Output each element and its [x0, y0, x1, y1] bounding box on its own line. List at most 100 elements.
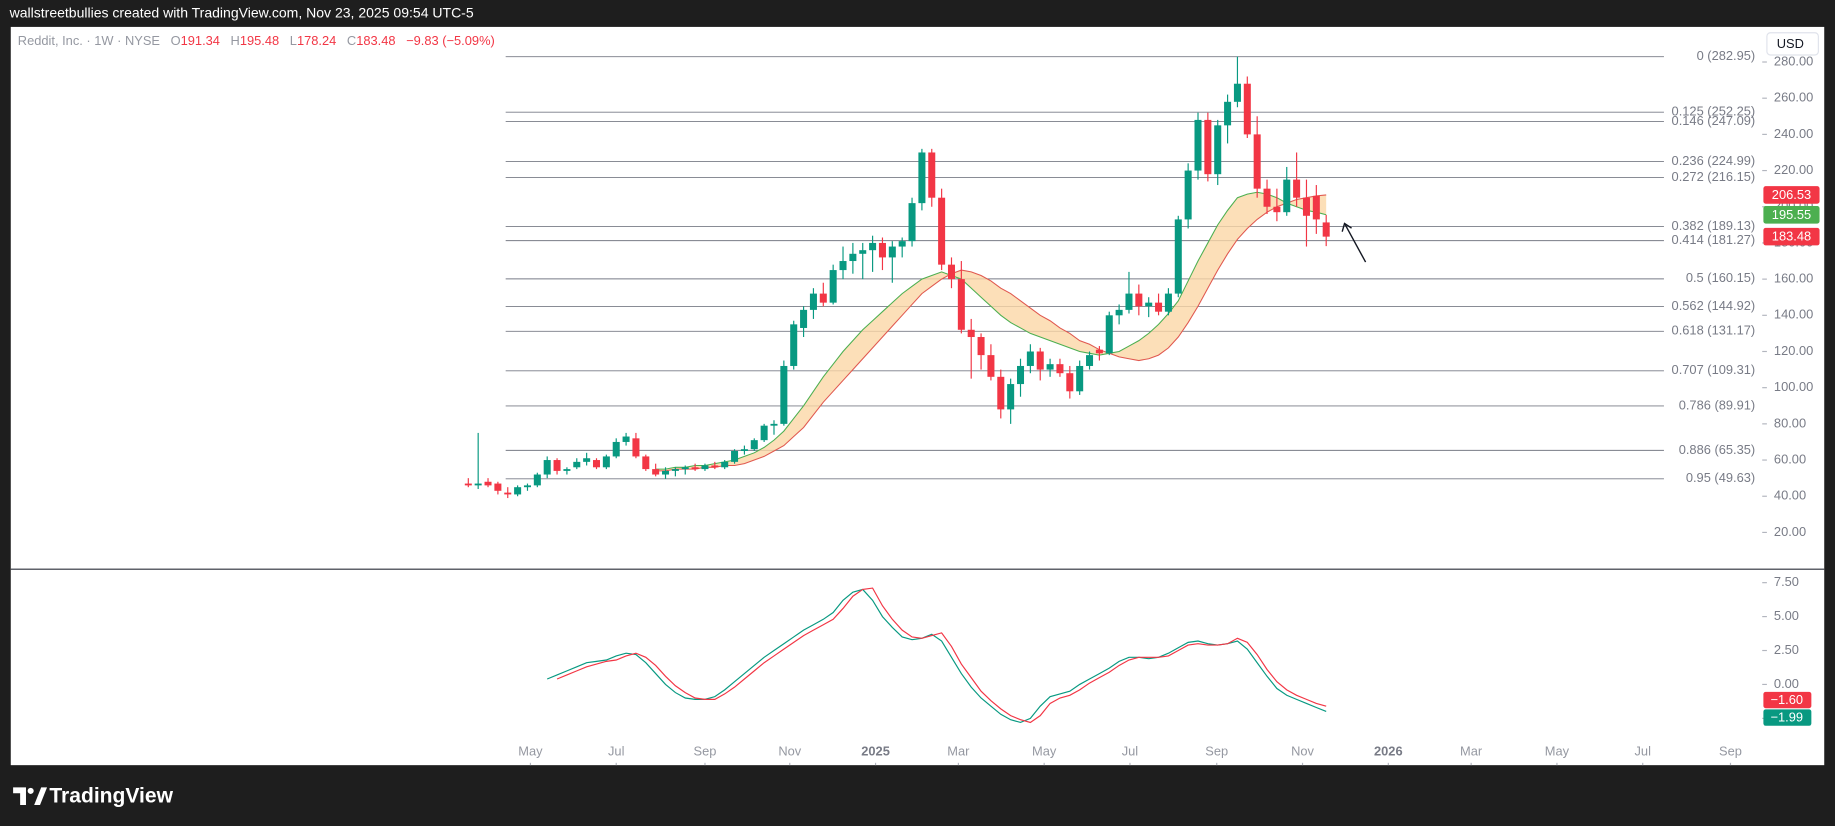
header-text: wallstreetbullies created with TradingVi… [9, 5, 474, 21]
candle-body [1135, 293, 1143, 307]
candle-body [819, 293, 827, 303]
value-badge-label: −1.60 [1771, 692, 1804, 707]
candle-body [780, 365, 788, 424]
candle-body [849, 253, 857, 262]
ohlc-key: C [347, 34, 356, 49]
candle-body [494, 483, 502, 491]
candle-body [612, 441, 620, 457]
annotation-arrow [1341, 222, 1367, 263]
y-tick-label: 40.00 [1774, 488, 1806, 503]
fib-label: 0.236 (224.99) [1672, 153, 1756, 168]
price-pane: 20.00 40.00 60.00 80.00 100.00 120.00 140.00 16… [464, 48, 1820, 766]
fib-label: 0.414 (181.27) [1672, 232, 1756, 247]
candle-body [790, 324, 798, 366]
fib-label: 0.5 (160.15) [1686, 270, 1755, 285]
candle-body [523, 485, 531, 488]
candle-body [632, 438, 640, 457]
candle-body [681, 467, 689, 470]
value-badge-label: −1.99 [1771, 710, 1804, 725]
candle-body [1233, 83, 1241, 102]
x-tick-label: Nov [778, 744, 801, 759]
x-tick-label: 2025 [861, 744, 890, 759]
price-badge [1763, 227, 1820, 246]
fib-label: 0.707 (109.31) [1672, 362, 1756, 377]
y-tick-label: 2.50 [1774, 642, 1799, 657]
candle-body [1036, 351, 1044, 370]
oscillator-line [556, 587, 1327, 724]
symbol: Reddit, Inc. · 1W · NYSE [18, 34, 161, 49]
candle-body [859, 250, 867, 254]
x-tick-label: Sep [1205, 744, 1228, 759]
candle-body [918, 152, 926, 204]
candle-body [1125, 293, 1133, 310]
candle-body [1105, 315, 1113, 354]
y-tick-label: 20.00 [1774, 524, 1806, 539]
x-tick-label: Jul [1634, 744, 1650, 759]
candle-body [1016, 365, 1025, 385]
ohlc-value: 178.24 [297, 34, 336, 49]
candle-body [1174, 219, 1182, 294]
currency[interactable]: USD [1777, 36, 1804, 51]
candle-body [1026, 351, 1034, 366]
fib-label: 0.272 (216.15) [1672, 169, 1756, 184]
candle-body [750, 440, 758, 450]
oscillator-line [546, 588, 1327, 724]
footer-logo [13, 787, 48, 805]
x-tick-label: Sep [694, 744, 717, 759]
candle-body [760, 425, 768, 441]
candle-body [652, 469, 660, 475]
y-tick-label: 120.00 [1774, 343, 1813, 358]
candle-body [1066, 373, 1074, 392]
x-tick-label: Jul [1122, 744, 1138, 759]
ohlc-value: 191.34 [181, 34, 220, 49]
logo-mark [13, 787, 26, 805]
ohlc-value: 183.48 [356, 34, 395, 49]
candle-body [1253, 134, 1261, 189]
candle-body [1145, 302, 1153, 307]
candle-body [977, 337, 985, 356]
x-tick-label: Mar [947, 744, 970, 759]
y-tick-label: 60.00 [1774, 451, 1806, 466]
candle-body [622, 436, 630, 442]
candle-body [997, 376, 1005, 410]
currency-box[interactable] [1766, 32, 1819, 56]
candle-body [1086, 355, 1094, 366]
candle-body [583, 458, 591, 462]
chart-frame [10, 26, 1825, 766]
candle-body [573, 461, 581, 468]
ohlc-key: O [171, 34, 181, 49]
price-badge-label: 195.55 [1772, 207, 1811, 222]
candle-body [1263, 188, 1271, 207]
value-badge [1763, 709, 1812, 726]
candle-body [514, 487, 522, 495]
band-line [655, 191, 1327, 470]
candle-body [839, 261, 847, 271]
x-tick-label: Sep [1719, 744, 1742, 759]
y-tick-label: 240.00 [1774, 126, 1813, 141]
candle-body [1312, 195, 1320, 220]
candle-body [1293, 179, 1301, 198]
band-line [655, 194, 1327, 472]
fib-label: 0.786 (89.91) [1679, 397, 1756, 412]
x-tick-label: Jul [608, 744, 624, 759]
fib-label: 0 (282.95) [1697, 48, 1756, 63]
candle-body [731, 451, 739, 462]
candle-body [1115, 309, 1123, 316]
candle-body [1243, 83, 1251, 135]
candle-body [1194, 119, 1202, 171]
fib-label: 0.562 (144.92) [1672, 298, 1756, 313]
candle-body [809, 293, 817, 310]
candle-body [1076, 365, 1084, 392]
y-tick-label: 0.00 [1774, 676, 1799, 691]
fib-label: 0.146 (247.09) [1672, 113, 1756, 128]
candle-body [740, 449, 748, 452]
candle-body [908, 203, 916, 242]
y-tick-label: 5.00 [1774, 608, 1799, 623]
candle-body [869, 242, 877, 251]
candle-body [543, 460, 551, 475]
candle-body [464, 483, 472, 486]
x-tick-label: May [518, 744, 543, 759]
y-tick-label: 100.00 [1774, 379, 1813, 394]
